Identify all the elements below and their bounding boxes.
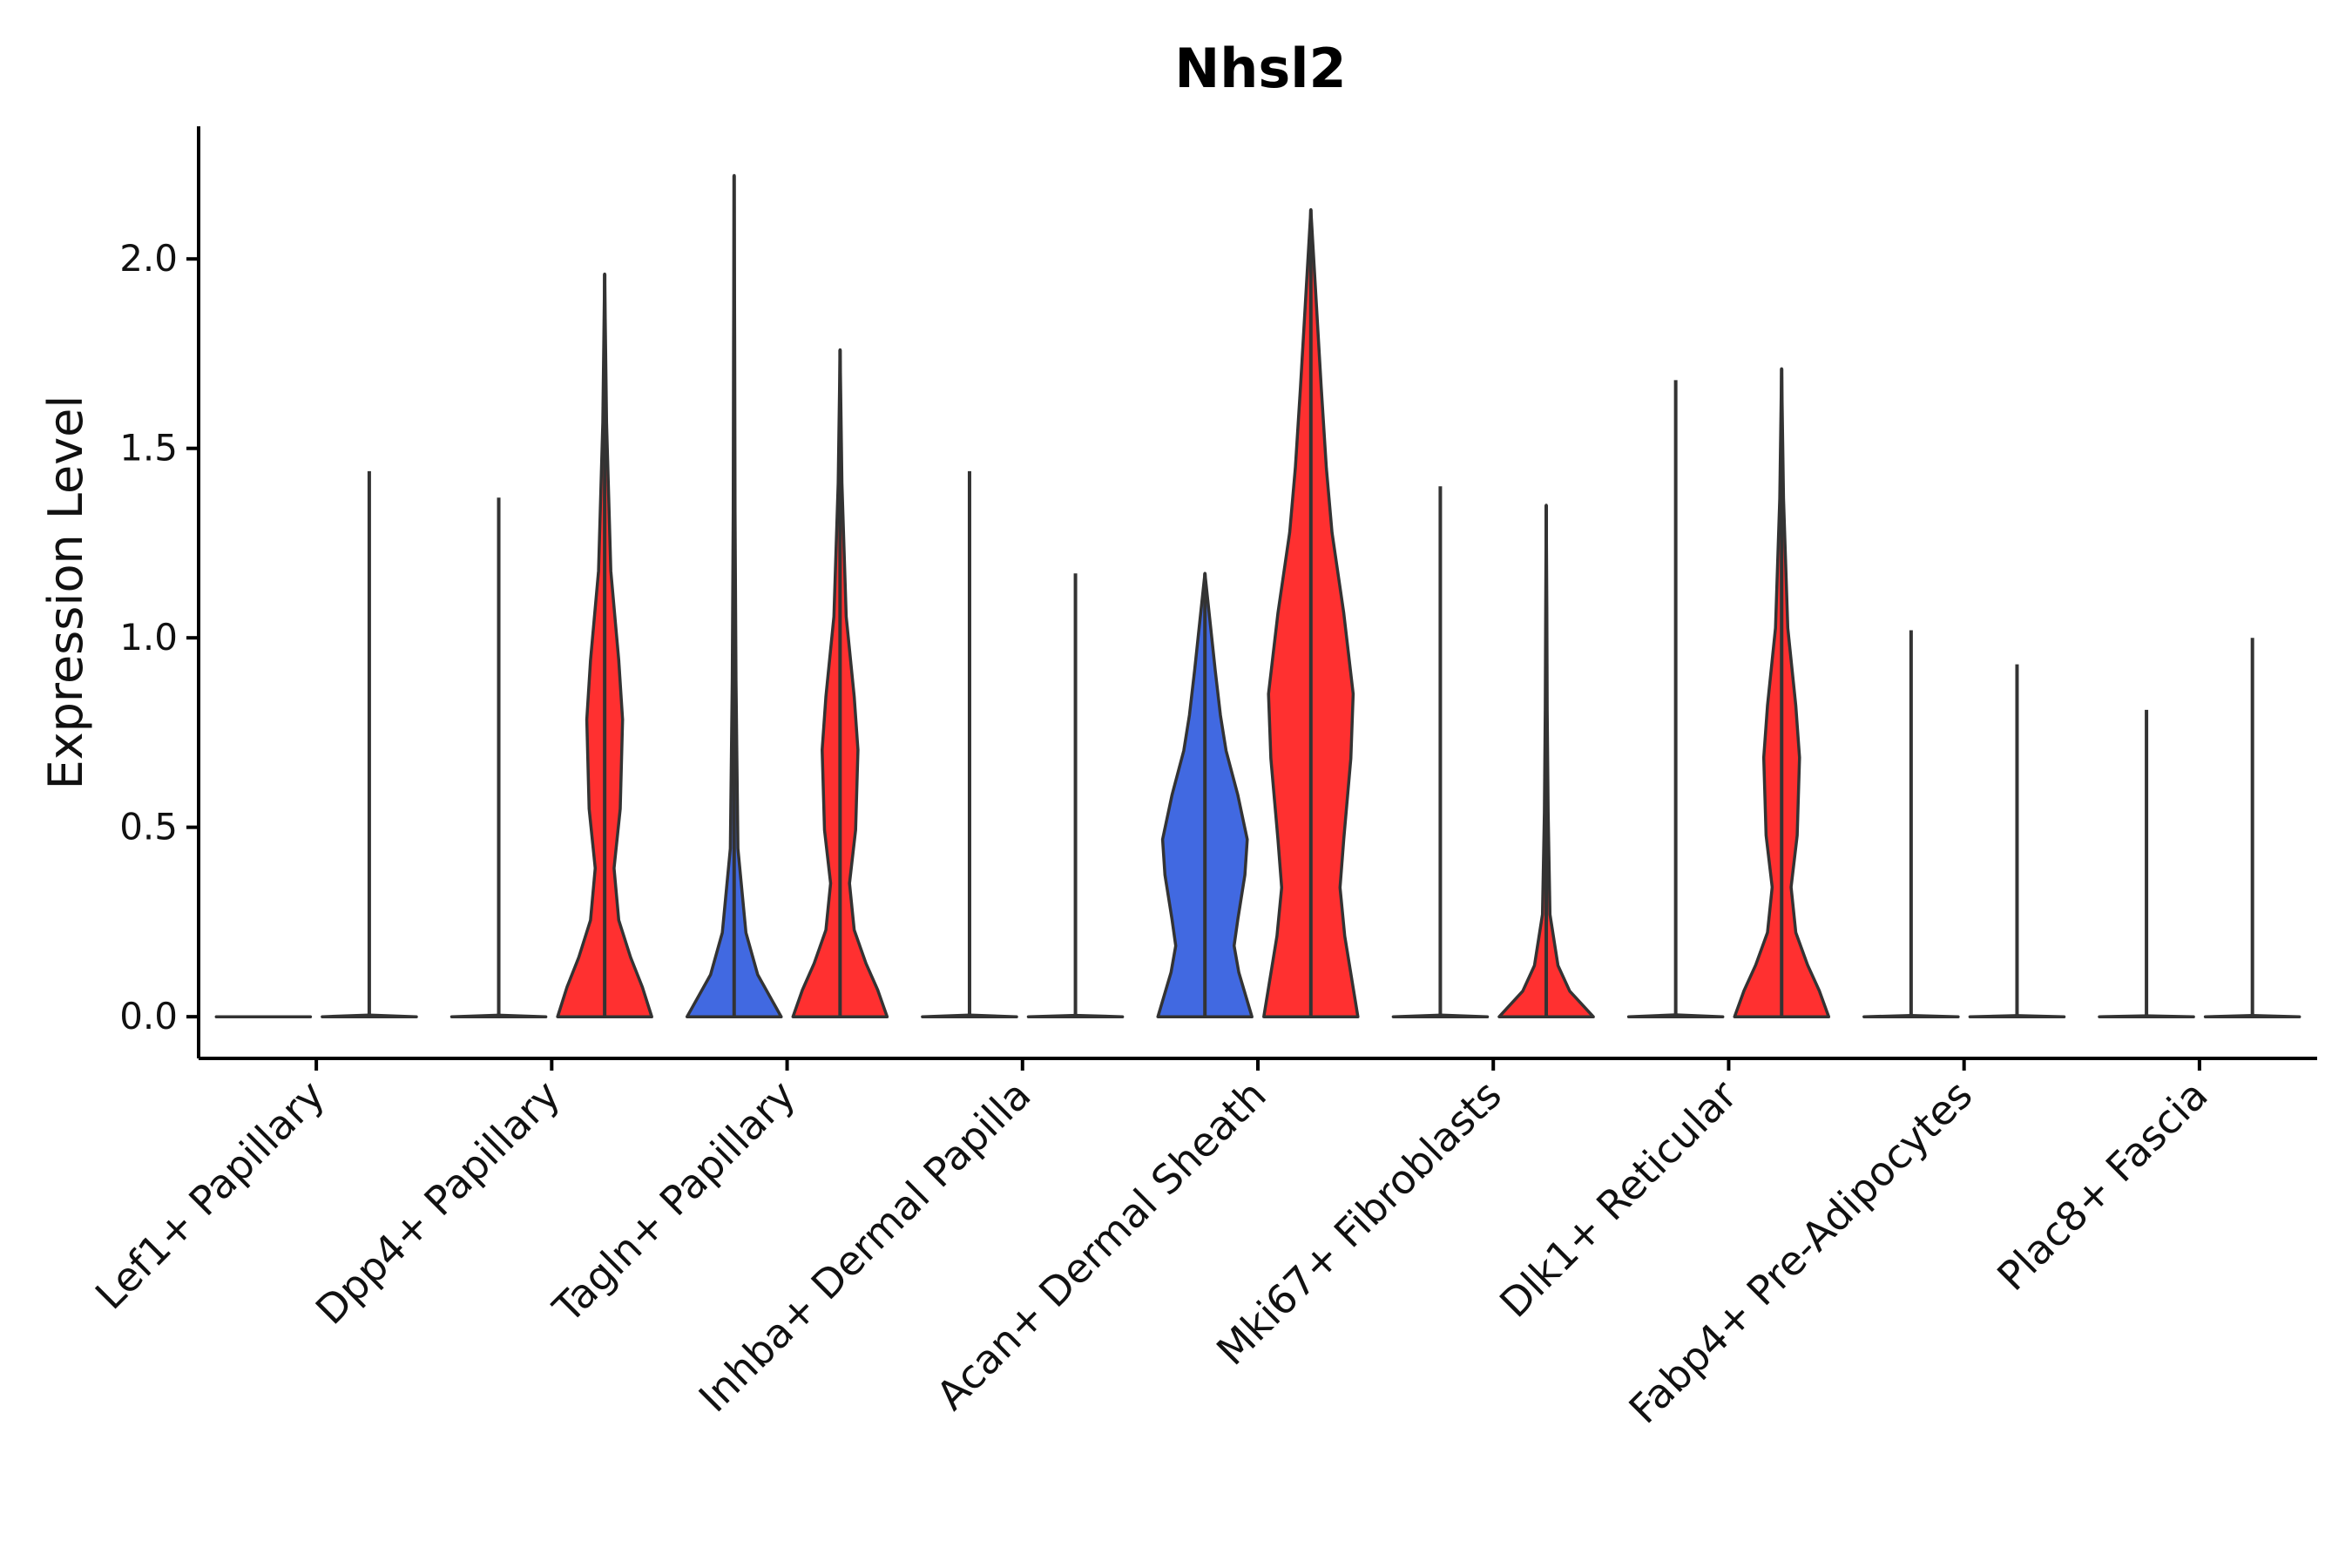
x-tick-label-dlk1-reticular: Dlk1+ Reticular — [1490, 1071, 1746, 1327]
x-tick-label-plac8-fascia: Plac8+ Fascia — [1988, 1071, 2216, 1300]
y-tick-label: 0.0 — [119, 995, 178, 1037]
plot-area — [214, 173, 2301, 1018]
x-tick-label-lef1-papillary: Lef1+ Papillary — [86, 1071, 334, 1319]
y-tick-label: 2.0 — [119, 237, 178, 280]
y-tick-label: 1.0 — [119, 616, 178, 659]
x-tick-label-tagln-papillary: Tagln+ Papillary — [544, 1071, 805, 1333]
y-tick-label: 0.5 — [119, 806, 178, 848]
chart-title: Nhsl2 — [1174, 37, 1346, 100]
x-tick-label-dpp4-papillary: Dpp4+ Papillary — [307, 1071, 569, 1334]
y-axis-label: Expression Level — [38, 395, 93, 790]
y-tick-label: 1.5 — [119, 427, 178, 470]
